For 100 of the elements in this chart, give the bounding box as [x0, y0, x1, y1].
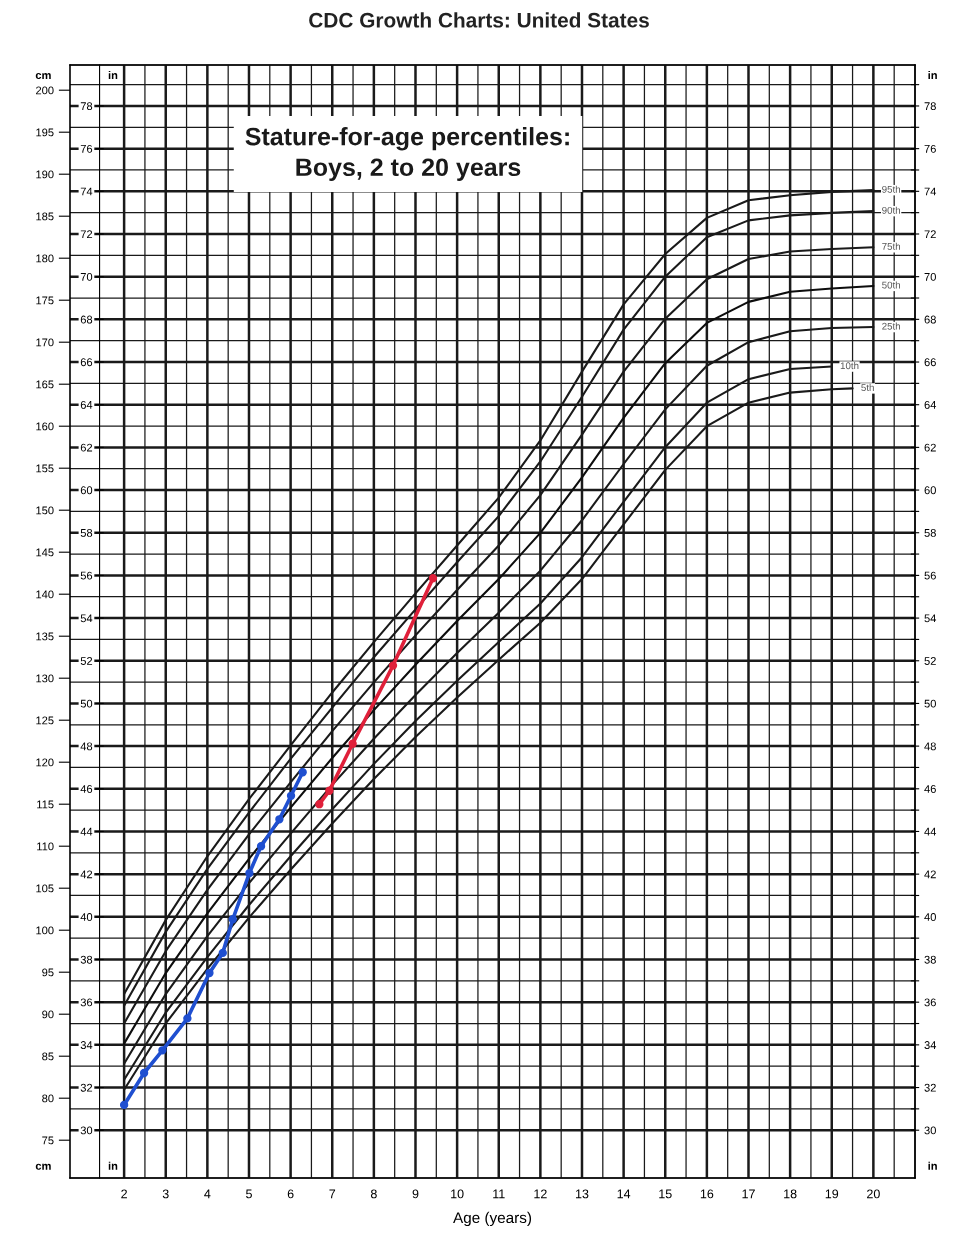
- y2-tick-label: 58: [80, 529, 93, 537]
- y3-tick-label: 48: [924, 742, 936, 751]
- y-tick-label: 80: [42, 1094, 54, 1103]
- series-label: 10th: [840, 362, 859, 370]
- y-tick-label: 155: [36, 464, 54, 473]
- series-label: 25th: [882, 322, 900, 330]
- y-axis-title: cm: [35, 73, 51, 80]
- y-tick-label: 175: [36, 296, 54, 305]
- y-tick-label: 75: [42, 1136, 54, 1145]
- chart-title: CDC Growth Charts: United States: [309, 12, 649, 28]
- y3-tick-label: 32: [924, 1083, 936, 1092]
- point: [388, 661, 398, 670]
- y-tick-label: 185: [36, 212, 54, 221]
- y2-axis-title: in: [928, 70, 937, 79]
- text: in: [108, 1161, 118, 1170]
- y2-tick-label: 78: [80, 102, 93, 111]
- y3-tick-label: 74: [924, 187, 937, 196]
- y-tick-label: 190: [36, 170, 54, 179]
- y3-axis-title: in: [108, 70, 118, 79]
- y2-tick-label: 50: [80, 699, 93, 708]
- x-tick-label: 13: [576, 1189, 589, 1199]
- y2-tick-label: 56: [80, 571, 93, 580]
- point: [325, 786, 334, 795]
- x-tick-label: 2: [121, 1189, 127, 1199]
- x-tick-label: 20: [867, 1189, 880, 1199]
- y3-tick-label: 46: [924, 785, 936, 793]
- y-tick-label: 165: [36, 380, 54, 389]
- series-label: 75th: [882, 242, 900, 250]
- x-tick-label: 16: [700, 1189, 714, 1199]
- point: [256, 842, 266, 851]
- y3-tick-label: 62: [924, 443, 936, 452]
- point: [245, 868, 254, 878]
- y2-tick-label: 36: [80, 998, 93, 1007]
- y2-tick-label: 30: [80, 1126, 93, 1135]
- series-label: 90th: [882, 206, 900, 214]
- text: cm: [35, 1163, 51, 1170]
- x-tick-label: 3: [162, 1189, 169, 1199]
- y3-tick-label: 40: [924, 913, 936, 921]
- y2-tick-label: 68: [80, 315, 93, 324]
- text: Stature-for-age percentiles: Boys, 2 to 20 years: [245, 127, 569, 182]
- y-tick-label: 200: [36, 86, 54, 95]
- y-tick-label: 160: [36, 422, 54, 431]
- y3-tick-label: 52: [924, 657, 936, 665]
- series-label: 95th: [882, 185, 900, 193]
- x-tick-label: 19: [825, 1189, 839, 1199]
- x-tick-label: 8: [370, 1189, 377, 1199]
- point: [205, 968, 214, 978]
- y-tick-label: 125: [36, 716, 54, 725]
- x-axis-title: Age (years): [453, 1211, 532, 1227]
- y2-tick-label: 76: [80, 144, 93, 153]
- y2-tick-label: 46: [80, 785, 93, 793]
- y3-tick-label: 58: [924, 529, 936, 537]
- y-tick-label: 95: [42, 968, 54, 977]
- x-tick-label: 4: [204, 1189, 211, 1199]
- y3-tick-label: 66: [924, 358, 936, 367]
- y-tick-label: 145: [36, 548, 54, 557]
- text: in: [928, 1161, 937, 1170]
- point: [119, 1100, 129, 1110]
- point: [298, 768, 307, 777]
- point: [228, 915, 237, 924]
- y-tick-label: 150: [36, 506, 54, 515]
- y2-tick-label: 40: [80, 913, 93, 921]
- x-tick-label: 6: [287, 1189, 294, 1199]
- y-tick-label: 140: [36, 590, 54, 599]
- y2-tick-label: 66: [80, 358, 93, 367]
- y2-tick-label: 70: [80, 272, 93, 281]
- y2-tick-label: 48: [80, 742, 93, 751]
- point: [139, 1068, 149, 1078]
- y-tick-label: 135: [36, 632, 54, 641]
- y-tick-label: 180: [36, 254, 54, 263]
- series-label: 50th: [882, 281, 900, 289]
- x-tick-label: 17: [742, 1189, 755, 1199]
- point: [286, 791, 296, 800]
- y-tick-label: 195: [36, 128, 54, 137]
- y3-tick-label: 34: [924, 1041, 937, 1049]
- y3-tick-label: 30: [924, 1126, 936, 1135]
- y-tick-label: 90: [42, 1010, 54, 1019]
- y2-tick-label: 54: [80, 614, 93, 623]
- y3-tick-label: 54: [924, 614, 937, 623]
- y-tick-label: 85: [42, 1052, 54, 1061]
- y2-tick-label: 44: [80, 827, 93, 836]
- y3-tick-label: 72: [924, 230, 936, 239]
- x-tick-label: 14: [617, 1189, 631, 1199]
- y3-tick-label: 44: [924, 827, 937, 836]
- y3-tick-label: 78: [924, 102, 936, 111]
- y3-tick-label: 50: [924, 699, 936, 708]
- y-tick-label: 130: [36, 674, 54, 683]
- point: [348, 739, 357, 748]
- point: [428, 574, 438, 583]
- y2-tick-label: 38: [80, 955, 93, 964]
- point: [183, 1014, 192, 1023]
- x-tick-label: 9: [412, 1189, 419, 1199]
- y3-tick-label: 76: [924, 144, 936, 153]
- point: [218, 948, 227, 958]
- y-tick-label: 110: [37, 842, 54, 851]
- y-tick-label: 120: [36, 758, 54, 767]
- y2-tick-label: 32: [80, 1083, 93, 1092]
- y3-tick-label: 70: [924, 272, 936, 281]
- y-tick-label: 105: [36, 884, 54, 893]
- point: [275, 815, 284, 824]
